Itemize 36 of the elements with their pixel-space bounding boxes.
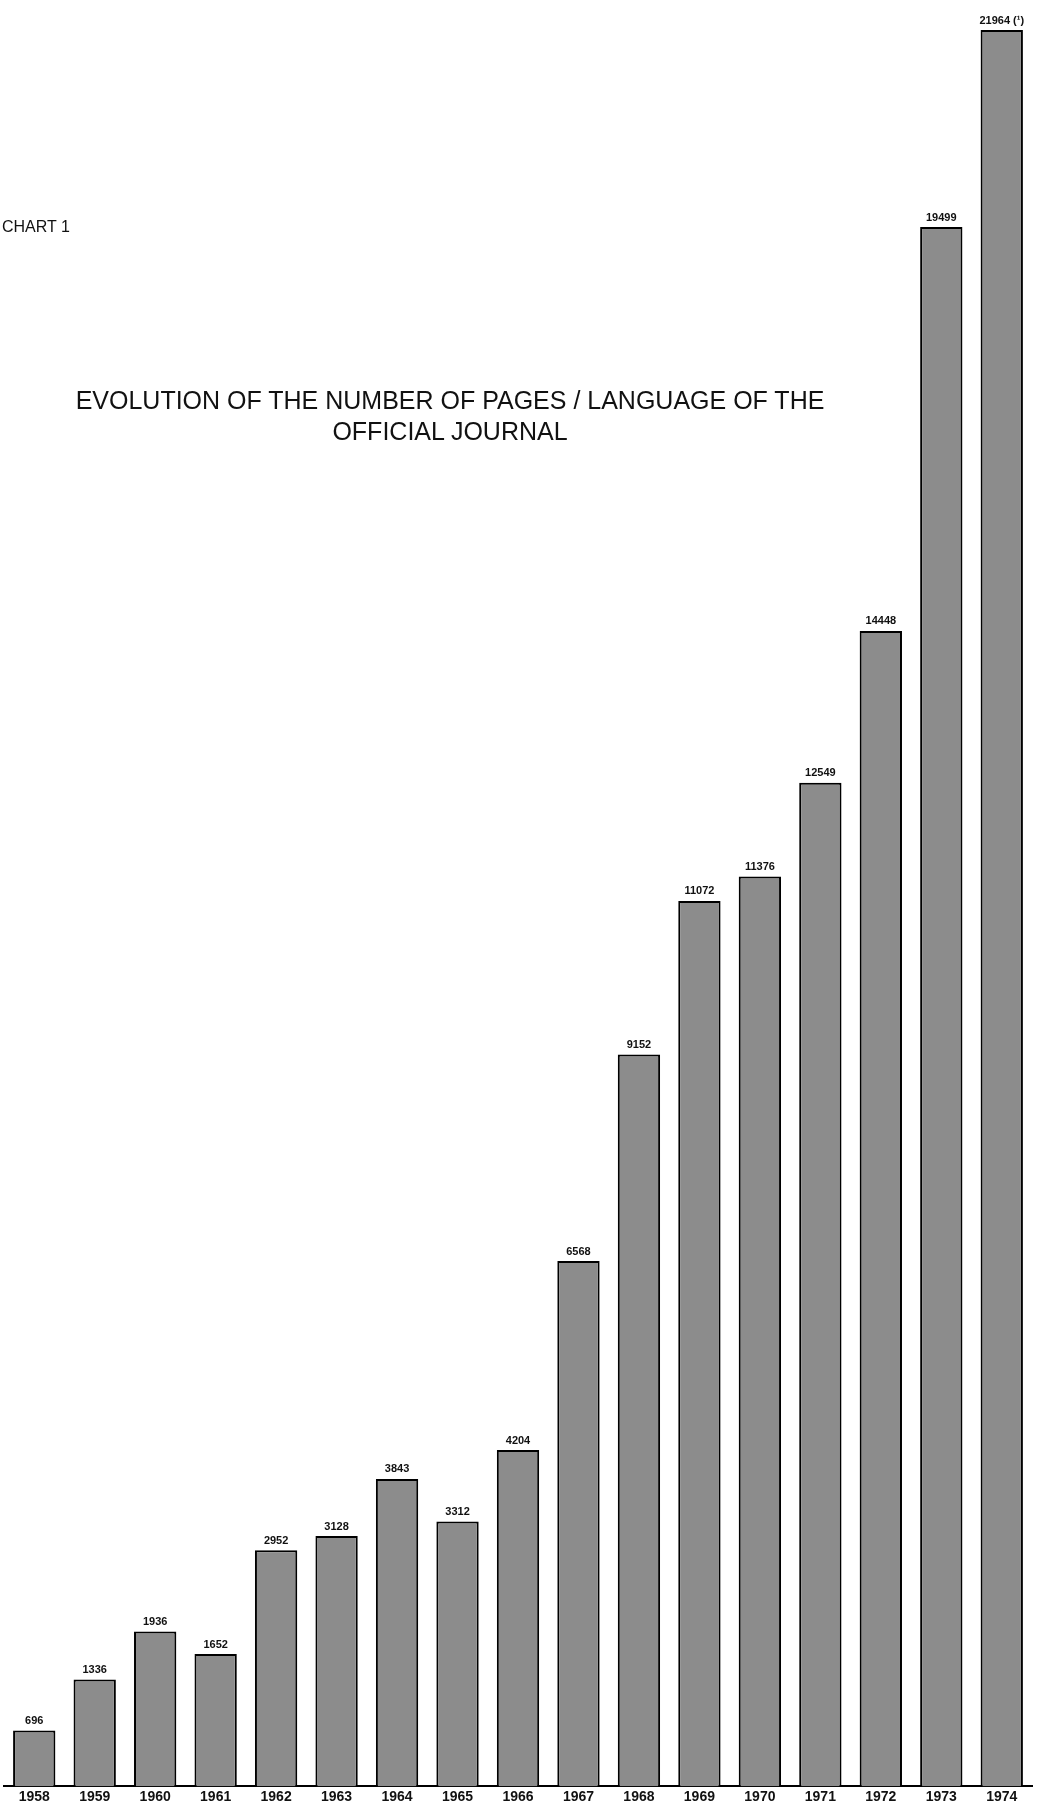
data-label: 19499	[926, 210, 957, 223]
data-label: 696	[25, 1714, 44, 1727]
data-label: 1652	[203, 1637, 228, 1650]
x-tick-label: 1962	[260, 1788, 292, 1805]
data-label: 2952	[263, 1533, 289, 1546]
x-tick-label: 1972	[865, 1788, 897, 1805]
data-label: 12549	[805, 766, 836, 779]
x-tick-label: 1961	[200, 1788, 232, 1805]
data-label: 14448	[865, 614, 897, 627]
data-label: 3128	[324, 1519, 349, 1532]
x-tick-label: 1959	[79, 1788, 111, 1805]
data-label: 1936	[142, 1614, 168, 1627]
data-label: 6568	[566, 1244, 591, 1257]
x-tick-label: 1968	[623, 1788, 655, 1805]
x-tick-label: 1965	[441, 1788, 474, 1805]
data-label: 4204	[505, 1433, 532, 1446]
data-label: 3843	[384, 1462, 410, 1475]
x-tick-label: 1960	[139, 1788, 171, 1805]
x-tick-label: 1964	[381, 1788, 413, 1805]
data-label: 21964 (¹)	[979, 13, 1025, 26]
x-tick-label: 1973	[925, 1788, 958, 1805]
data-label: 9152	[626, 1037, 652, 1050]
x-tick-label: 1958	[18, 1788, 51, 1805]
text: EVOLUTION OF THE NUMBER OF PAGES / LANGUAGE OF THE OFFICIAL JOURNAL	[74, 385, 826, 447]
data-label: 11072	[684, 884, 715, 897]
x-tick-label: 1971	[804, 1788, 837, 1805]
x-tick-label: 1966	[502, 1788, 534, 1805]
x-tick-label: 1963	[321, 1788, 353, 1805]
x-tick-label: 1967	[562, 1788, 595, 1805]
x-tick-label: 1974	[986, 1788, 1018, 1805]
annotation: CHART 1	[2, 218, 70, 236]
x-tick-label: 1970	[744, 1788, 776, 1805]
data-label: 11376	[744, 860, 775, 873]
x-tick-label: 1969	[683, 1788, 716, 1805]
data-label: 3312	[445, 1504, 470, 1517]
data-label: 1336	[82, 1662, 107, 1675]
